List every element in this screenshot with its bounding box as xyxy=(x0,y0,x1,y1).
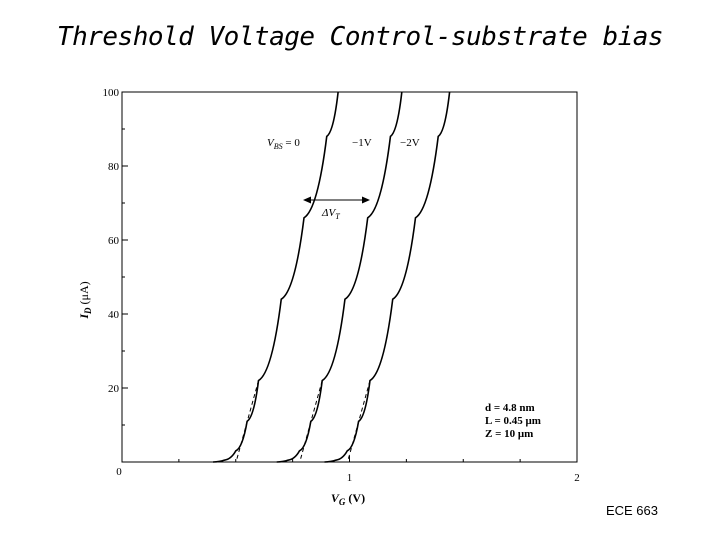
delta-vt-arrowhead-right xyxy=(362,196,370,204)
series-line-1 xyxy=(276,91,403,463)
series-extrapolation-0 xyxy=(235,380,259,463)
y-tick-label: 80 xyxy=(108,161,120,173)
series-line-0 xyxy=(212,91,339,463)
y-tick-label: 20 xyxy=(108,383,120,395)
delta-vt-label: ΔVT xyxy=(321,207,340,221)
vbs-zero-label: VBS = 0 xyxy=(267,137,300,151)
minus-2v-label: −2V xyxy=(400,137,420,149)
slide-title: Threshold Voltage Control-substrate bias xyxy=(56,22,664,52)
x-axis-label: VG (V) xyxy=(331,491,365,507)
param-Z: Z = 10 μm xyxy=(485,428,533,440)
series-extrapolation-1 xyxy=(299,380,323,463)
delta-vt-arrowhead-left xyxy=(303,196,311,204)
x-tick-label: 2 xyxy=(574,472,580,484)
x-tick-label: 1 xyxy=(347,472,353,484)
param-L: L = 0.45 μm xyxy=(485,415,541,427)
y-tick-label: 60 xyxy=(108,235,120,247)
x-tick-label: 0 xyxy=(116,466,122,478)
minus-1v-label: −1V xyxy=(352,137,372,149)
y-axis-label: ID (μA) xyxy=(77,281,93,319)
param-d: d = 4.8 nm xyxy=(485,402,535,414)
y-tick-label: 100 xyxy=(103,87,120,99)
series-line-2 xyxy=(324,91,451,463)
series-extrapolation-2 xyxy=(347,380,371,463)
y-tick-label: 40 xyxy=(108,309,120,321)
footer-label: ECE 663 xyxy=(605,503,658,518)
